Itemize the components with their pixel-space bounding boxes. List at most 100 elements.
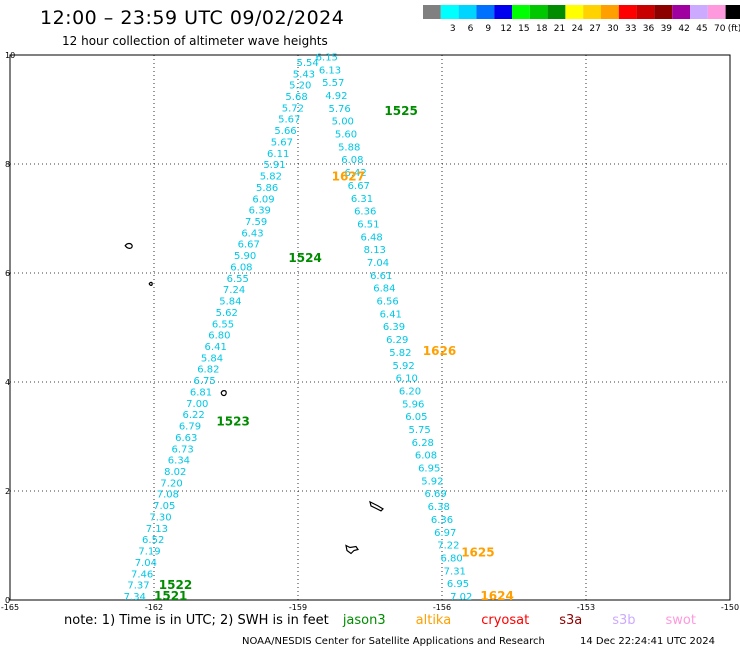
swh-value-east: 6.80 [440, 553, 462, 564]
swh-value-west: 5.84 [201, 353, 223, 364]
swh-value-east: 5.57 [322, 78, 344, 89]
pass-time-label: 1525 [384, 104, 417, 118]
swh-value-west: 7.37 [127, 581, 149, 592]
wave-height-color-legend: 3 6 9 12 15 18 21 24 27 30 33 36 39 42 45 70 (ft) [423, 5, 740, 34]
island-outline [124, 242, 133, 249]
swh-value-west: 7.24 [223, 285, 245, 296]
swh-value-east: 6.61 [370, 271, 392, 282]
note-line: note: 1) Time is in UTC; 2) SWH is in fe… [64, 613, 696, 628]
swh-value-west: 5.20 [289, 81, 311, 92]
x-tick-label: -156 [433, 603, 451, 612]
swh-value-east: 6.28 [412, 438, 434, 449]
swh-value-east: 6.10 [396, 374, 418, 385]
swh-value-west: 7.46 [131, 569, 153, 580]
legend-swatch [529, 5, 548, 19]
swh-value-west: 5.91 [263, 160, 285, 171]
swh-value-east: 6.36 [354, 207, 376, 218]
swh-value-west: 6.52 [142, 535, 164, 546]
swh-value-west: 6.81 [190, 387, 212, 398]
swh-value-west: 8.02 [164, 467, 186, 478]
legend-swatch [547, 5, 566, 19]
swh-value-west: 7.04 [135, 558, 157, 569]
swh-value-west: 7.59 [245, 217, 267, 228]
swh-value-west: 6.67 [238, 240, 260, 251]
swh-value-east: 7.04 [367, 258, 389, 269]
pass-time-label: 1626 [423, 344, 456, 358]
swh-value-west: 6.75 [194, 376, 216, 387]
swh-value-east: 5.88 [338, 142, 360, 153]
legend-label: 39 [661, 24, 673, 34]
legend-label: 70 [714, 24, 726, 34]
y-tick-label: 8 [5, 160, 10, 169]
y-tick-label: 0 [5, 596, 10, 605]
swh-value-east: 6.31 [351, 194, 373, 205]
page-title: 12:00 – 23:59 UTC 09/02/2024 [40, 7, 345, 29]
swh-value-west: 7.00 [186, 399, 208, 410]
swh-value-east: 6.38 [428, 502, 450, 513]
legend-swatch [565, 5, 584, 19]
legend-label: 45 [696, 24, 707, 34]
swh-value-east: 5.96 [402, 399, 424, 410]
legend-label: 15 [518, 24, 529, 34]
legend-label: 24 [572, 24, 584, 34]
swh-value-west: 5.84 [219, 297, 241, 308]
legend-label: 36 [643, 24, 655, 34]
swh-value-east: 5.00 [332, 117, 354, 128]
island-outline [369, 500, 384, 512]
island-outline [220, 390, 227, 397]
map-frame [9, 54, 731, 601]
swh-value-west: 6.80 [208, 331, 230, 342]
swh-value-west: 6.41 [205, 342, 227, 353]
swh-value-east: 5.76 [328, 104, 350, 115]
swh-value-west: 6.39 [249, 206, 271, 217]
swh-value-east: 7.02 [450, 592, 472, 603]
swh-value-east: 6.36 [431, 515, 453, 526]
swh-value-east: 6.08 [341, 155, 363, 166]
swh-value-west: 5.67 [271, 137, 293, 148]
legend-swatch [601, 5, 619, 19]
island-outline [345, 544, 359, 555]
y-tick-label: 10 [5, 51, 15, 60]
generated-timestamp: 14 Dec 22:24:41 UTC 2024 [580, 636, 715, 647]
swh-value-east: 6.13 [319, 65, 341, 76]
legend-label: 33 [625, 24, 636, 34]
swh-value-east: 6.29 [386, 335, 408, 346]
swh-value-east: 5.60 [335, 130, 357, 141]
legend-swatch [654, 5, 673, 19]
swh-value-west: 6.79 [179, 422, 201, 433]
legend-swatch [583, 5, 601, 19]
swh-value-east: 7.22 [437, 541, 459, 552]
legend-swatch [690, 5, 708, 19]
swh-value-west: 5.43 [293, 69, 315, 80]
swh-value-west: 6.22 [182, 410, 204, 421]
legend-swatch [458, 5, 477, 19]
swh-value-east: 5.92 [421, 476, 443, 487]
swh-value-east: 6.15 [316, 52, 338, 63]
legend-label: 18 [536, 24, 548, 34]
satellite-s3b: s3b [612, 613, 636, 628]
swh-value-west: 7.08 [157, 490, 179, 501]
swh-value-east: 6.67 [348, 181, 370, 192]
swh-value-west: 5.62 [216, 308, 238, 319]
y-tick-label: 4 [5, 378, 10, 387]
swh-value-west: 7.30 [149, 512, 171, 523]
legend-swatch [423, 5, 441, 19]
x-tick-label: -159 [289, 603, 307, 612]
legend-swatch [440, 5, 459, 19]
satellite-swot: swot [665, 613, 696, 628]
pass-time-label: 1627 [332, 169, 365, 183]
legend-swatch [618, 5, 637, 19]
swh-value-west: 7.05 [153, 501, 175, 512]
x-tick-label: -165 [1, 603, 19, 612]
swh-value-west: 5.66 [274, 126, 296, 137]
pass-time-label: 1521 [154, 589, 187, 603]
x-tick-label: -150 [721, 603, 739, 612]
swh-value-west: 5.82 [260, 172, 282, 183]
swh-value-east: 6.84 [373, 284, 395, 295]
swh-value-west: 5.72 [282, 103, 304, 114]
legend-swatch [636, 5, 655, 19]
legend-label: 42 [678, 24, 689, 34]
swh-value-west: 6.09 [252, 194, 274, 205]
x-tick-label: -153 [577, 603, 595, 612]
